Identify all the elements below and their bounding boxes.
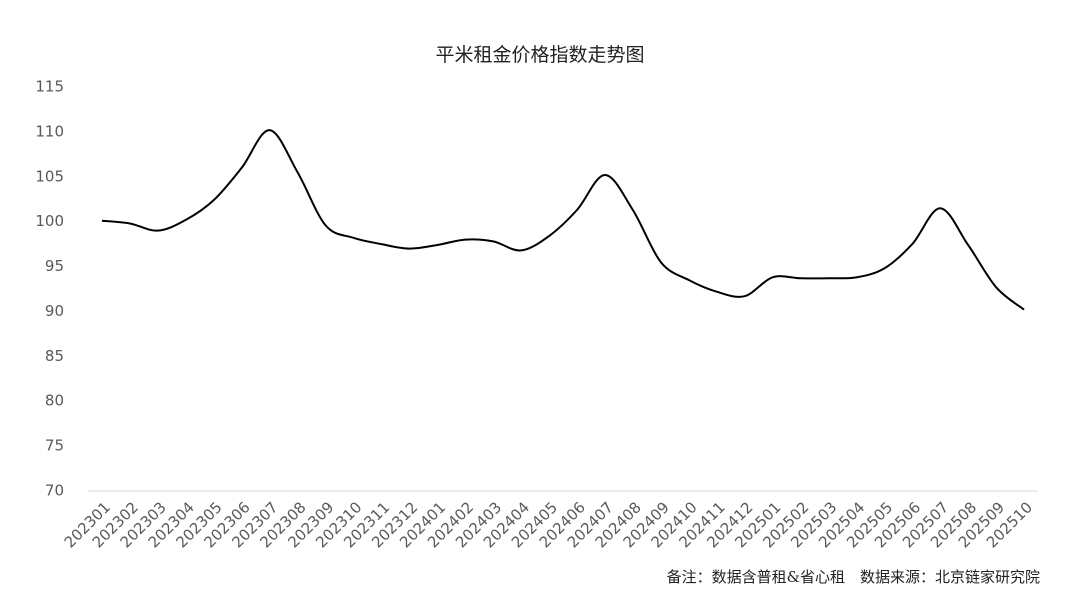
y-tick-label: 90	[45, 302, 64, 320]
y-tick-label: 115	[35, 78, 64, 96]
chart-title: 平米租金价格指数走势图	[435, 44, 644, 66]
footnote: 备注：数据含普租&省心租 数据来源：北京链家研究院	[667, 568, 1040, 586]
y-tick-label: 80	[45, 392, 64, 410]
y-tick-label: 105	[35, 167, 64, 185]
y-tick-label: 75	[45, 437, 64, 455]
y-tick-label: 95	[45, 257, 64, 275]
y-tick-label: 100	[35, 212, 64, 230]
y-tick-label: 85	[45, 347, 64, 365]
line	[101, 129, 1025, 311]
y-tick-label: 110	[35, 122, 64, 140]
y-tick-label: 70	[45, 482, 64, 500]
